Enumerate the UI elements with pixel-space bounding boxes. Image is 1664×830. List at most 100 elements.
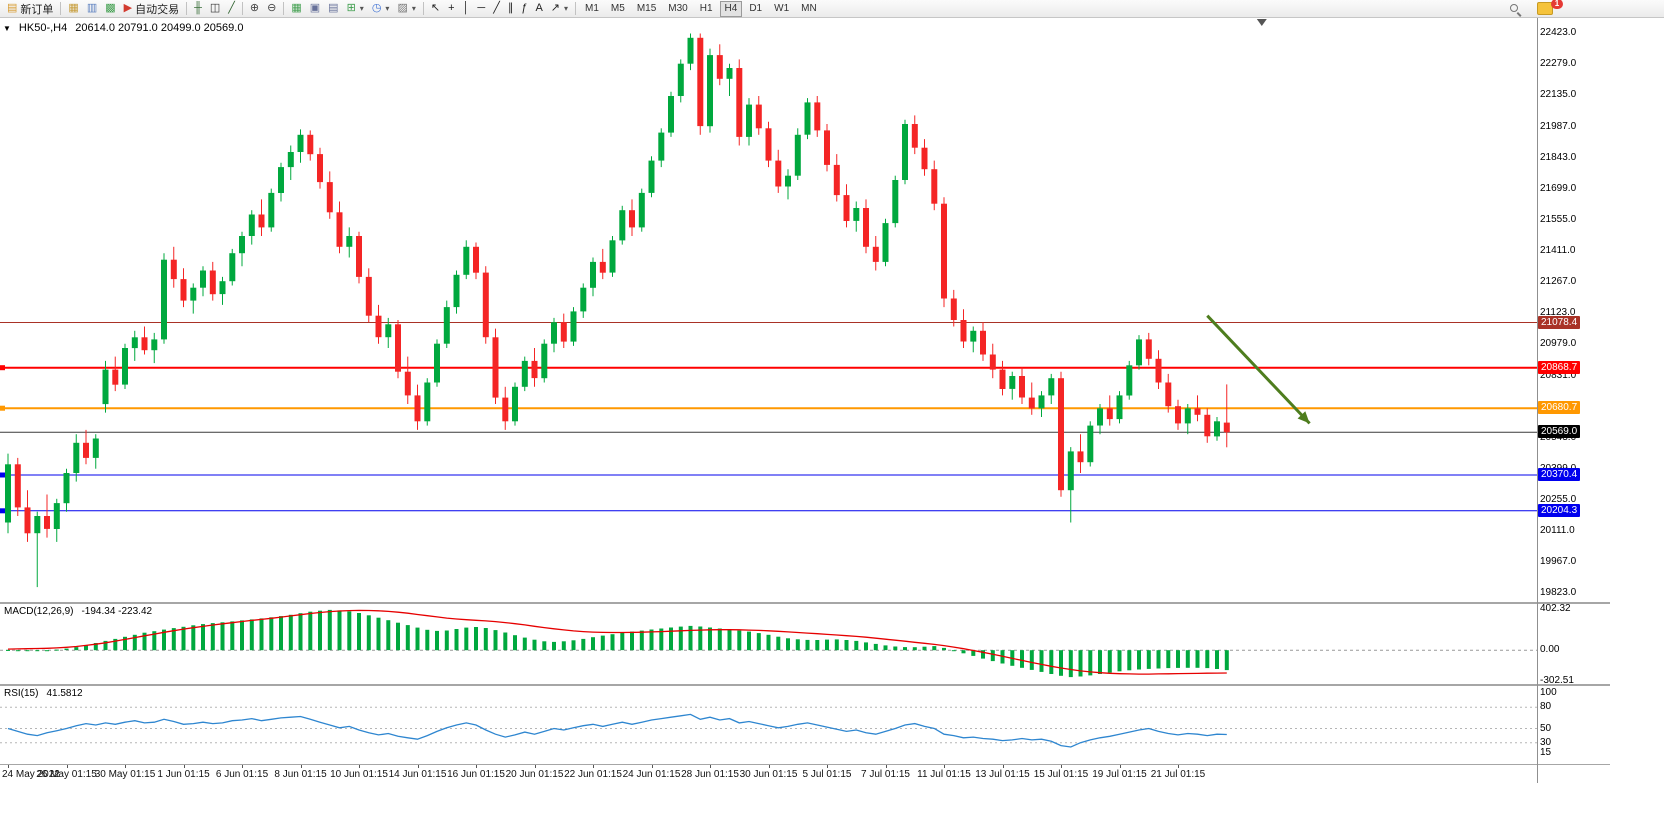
vertical-line-button[interactable]: │ xyxy=(459,1,474,17)
notifications-button[interactable]: 1 xyxy=(1533,0,1563,17)
time-tick xyxy=(125,765,126,768)
rsi-chart[interactable] xyxy=(0,686,1537,764)
macd-chart[interactable] xyxy=(0,604,1537,684)
timeframe-m1-button[interactable]: M1 xyxy=(585,2,599,14)
price-tick: 21699.0 xyxy=(1540,182,1577,194)
candlestick-chart-button[interactable]: ◫ xyxy=(206,1,224,17)
price-line-handle[interactable] xyxy=(0,365,5,371)
templates-button[interactable]: ▨ ▾ xyxy=(393,1,419,17)
arrange-windows-button[interactable]: ▤ xyxy=(324,1,342,17)
timeframe-h4-button[interactable]: H4 xyxy=(719,0,743,17)
tile-windows-button[interactable]: ▦ xyxy=(287,1,305,17)
fibonacci-button[interactable]: ƒ xyxy=(517,1,531,17)
chart-window[interactable]: ▼ HK50-,H4 20614.0 20791.0 20499.0 20569… xyxy=(0,18,1610,830)
timeframe-h1-button[interactable]: H1 xyxy=(699,2,713,14)
chart-shift-button[interactable]: ◷ ▾ xyxy=(368,1,394,17)
candle xyxy=(989,354,996,370)
time-tick xyxy=(710,765,711,768)
price-tick: 21123.0 xyxy=(1540,306,1576,318)
equidistant-channel-button[interactable]: ∥ xyxy=(504,1,518,17)
time-tick xyxy=(1119,765,1121,768)
time-label: 20 Jun 01:15 xyxy=(505,769,564,780)
text-label-button[interactable]: A xyxy=(531,1,546,17)
zoom-in-button[interactable]: ⊕ xyxy=(246,1,263,17)
data-window-button[interactable]: ▥ xyxy=(83,1,101,17)
search-icon xyxy=(1508,2,1521,15)
ohlc-dropdown-icon[interactable]: ▼ xyxy=(3,23,11,33)
new-order-button[interactable]: ▤ 新订单 xyxy=(3,1,57,17)
market-watch-button[interactable]: ▩ xyxy=(101,1,119,17)
macd-signal-line xyxy=(7,609,1227,675)
pane-separator[interactable] xyxy=(0,602,1610,604)
horizontal-line-button[interactable]: ─ xyxy=(473,1,489,17)
auto-scroll-button[interactable]: ⊞ ▾ xyxy=(343,1,368,17)
timeframe-w1-button[interactable]: W1 xyxy=(774,2,790,14)
timeframe-m15-button[interactable]: M15 xyxy=(636,2,657,14)
price-axis[interactable]: 22423.0 22279.0 22135.0 21987.0 21843.0 21699… xyxy=(1538,18,1610,602)
time-tick xyxy=(944,765,945,768)
price-line-handle[interactable] xyxy=(0,508,5,514)
price-tick: 21267.0 xyxy=(1540,275,1577,287)
timeframe-mn-button[interactable]: MN xyxy=(801,2,817,14)
price-tick: 20831.0 xyxy=(1540,369,1577,381)
candle xyxy=(804,102,811,135)
macd-tick: -302.51 xyxy=(1540,675,1574,687)
trend-arrow[interactable] xyxy=(1206,314,1311,425)
candle xyxy=(112,369,119,385)
trendline-button[interactable]: ╱ xyxy=(489,1,504,17)
chart-shift-marker[interactable] xyxy=(1256,19,1267,26)
time-axis[interactable]: 24 May 2022 26 May 01:15 30 May 01:15 1 Jun… xyxy=(0,765,1537,783)
timeframe-d1-button[interactable]: D1 xyxy=(749,2,763,14)
candle xyxy=(541,343,548,379)
macd-tick: 0.00 xyxy=(1540,644,1560,656)
symbol-period: HK50-,H4 xyxy=(18,22,68,34)
pane-separator[interactable] xyxy=(0,684,1610,686)
search-button[interactable] xyxy=(1504,1,1525,17)
price-tag-20569.0: 20569.0 xyxy=(1538,425,1581,439)
time-label: 28 Jun 01:15 xyxy=(681,769,739,780)
trend-arrow-head xyxy=(1297,411,1310,424)
candle xyxy=(1194,408,1201,415)
price-line-handle[interactable] xyxy=(0,472,5,478)
trendline-icon: ╱ xyxy=(493,2,500,14)
bar-chart-button[interactable]: ╫ xyxy=(190,1,206,17)
zoom-out-button[interactable]: ⊖ xyxy=(263,1,280,17)
timeframe-m5-button[interactable]: M5 xyxy=(610,2,625,14)
new-order-icon: ▤ xyxy=(7,2,18,14)
candle xyxy=(999,369,1006,389)
candle xyxy=(200,270,206,288)
candle xyxy=(931,169,938,204)
candle xyxy=(697,37,704,127)
candlestick-chart[interactable] xyxy=(0,18,1537,602)
cascade-windows-icon: ▣ xyxy=(309,2,321,14)
time-label: 14 Jun 01:15 xyxy=(388,769,447,780)
price-line-handle[interactable] xyxy=(0,405,5,411)
candle xyxy=(326,182,333,213)
timeframe-m30-button[interactable]: M30 xyxy=(668,2,688,14)
crosshair-button[interactable]: + xyxy=(444,1,458,17)
horizontal-line-icon: ─ xyxy=(477,2,486,14)
line-chart-button[interactable]: ╱ xyxy=(224,1,239,17)
time-label: 1 Jun 01:15 xyxy=(157,769,210,780)
candle xyxy=(824,130,830,165)
candle xyxy=(1038,395,1045,409)
autotrading-button[interactable]: ▶ 自动交易 xyxy=(120,1,183,17)
timeframe-toolbar: M1 M5 M15 M30 H1 H4 D1 W1 MN xyxy=(579,0,823,18)
arrows-objects-button[interactable]: ↗ ▾ xyxy=(547,1,572,17)
time-label: 6 Jun 01:15 xyxy=(215,769,269,780)
cursor-icon: ↖ xyxy=(430,2,441,14)
cascade-windows-button[interactable]: ▣ xyxy=(306,1,324,17)
candle xyxy=(424,382,431,422)
profiles-button[interactable]: ▦ xyxy=(64,1,82,17)
candle xyxy=(102,369,109,405)
time-tick xyxy=(827,765,828,768)
templates-dropdown-arrow[interactable]: ▾ xyxy=(411,4,416,13)
candle xyxy=(833,164,840,196)
cursor-button[interactable]: ↖ xyxy=(427,1,444,17)
auto-scroll-dropdown-arrow[interactable]: ▾ xyxy=(359,4,364,13)
chart-shift-dropdown-arrow[interactable]: ▾ xyxy=(385,4,390,13)
rsi-label: RSI(15) 41.5812 xyxy=(4,688,83,699)
market-watch-icon: ▩ xyxy=(105,2,116,14)
time-tick xyxy=(1061,765,1062,768)
arrows-objects-dropdown-arrow[interactable]: ▾ xyxy=(564,4,569,13)
